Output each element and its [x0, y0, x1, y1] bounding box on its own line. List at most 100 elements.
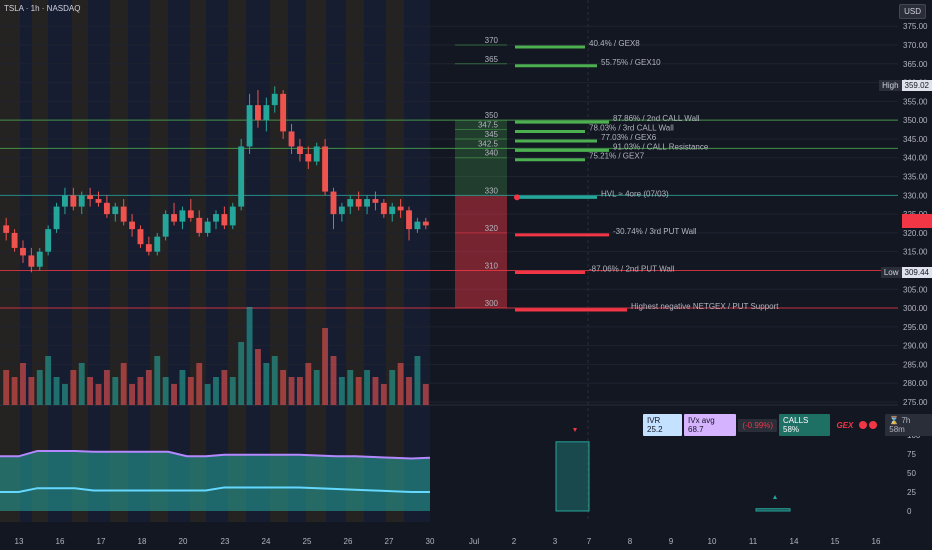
candle-body: [422, 221, 429, 226]
candle-body: [120, 206, 127, 222]
candle-body: [95, 199, 102, 203]
candle-body: [414, 221, 421, 230]
price-tick: 275.00: [903, 398, 928, 407]
oscillator-panel: [0, 428, 791, 512]
level-strike: 320: [485, 224, 499, 233]
session-band: [72, 0, 88, 522]
session-band: [288, 0, 306, 522]
price-tick: 300.00: [903, 304, 928, 313]
time-tick: 11: [749, 537, 758, 546]
level-text: 78.03% / 3rd CALL Wall: [589, 124, 674, 133]
volume-bar: [238, 342, 245, 405]
volume-bar: [364, 370, 370, 405]
candle-body: [129, 221, 136, 230]
volume-bar: [187, 377, 194, 405]
candle-body: [338, 206, 345, 215]
session-band: [326, 0, 346, 522]
volume-bar: [263, 363, 270, 405]
candle-body: [154, 236, 161, 252]
level-strike: 300: [485, 299, 499, 308]
candle-body: [62, 195, 68, 207]
volume-bar: [271, 356, 278, 405]
session-band: [110, 0, 128, 522]
price-tick: 345.00: [903, 135, 928, 144]
price-tick: 370.00: [903, 41, 928, 50]
candle-body: [296, 146, 303, 154]
volume-bar: [422, 384, 429, 405]
level-strike: 350: [485, 111, 499, 120]
currency-button[interactable]: USD: [899, 4, 926, 19]
candle-body: [238, 146, 245, 207]
level-text: HVL ≈ 4ore (07/03): [601, 189, 669, 198]
change-badge: (-0.99%): [738, 418, 778, 432]
time-axis[interactable]: 13 16 17 18 20 23 24 25 26 27 30 Jul 2 3 7 8 9 10 11 14 15 16: [15, 537, 881, 546]
low-price-badge: Low 309.44: [880, 266, 932, 278]
volume-bar: [129, 384, 136, 405]
session-band: [88, 0, 110, 522]
time-tick: 24: [262, 537, 271, 546]
price-tick: 375.00: [903, 22, 928, 31]
level-strike: 365: [485, 55, 499, 64]
low-value: 309.44: [901, 266, 932, 278]
candle-body: [221, 214, 228, 226]
volume-bar: [313, 370, 320, 405]
indicator-tick: 0: [907, 507, 912, 516]
candle-body: [271, 93, 278, 106]
candle-body: [171, 214, 177, 222]
level-strike: 340: [485, 149, 499, 158]
session-band: [270, 0, 288, 522]
session-band: [364, 0, 386, 522]
volume-bar: [179, 370, 186, 405]
price-tick: 285.00: [903, 360, 928, 369]
volume-bar: [162, 377, 169, 405]
level-strike: 347.5: [478, 121, 499, 130]
volume-bar: [380, 384, 387, 405]
candle-body: [196, 217, 203, 233]
session-band: [48, 0, 72, 522]
time-tick: 9: [669, 537, 674, 546]
candle-body: [11, 232, 18, 248]
volume-bar: [397, 363, 404, 405]
high-price-badge: High 359.02: [879, 80, 932, 92]
put-zone: [455, 195, 507, 309]
candle-body: [179, 210, 186, 222]
candle-body: [330, 191, 337, 215]
volume-bar: [414, 356, 421, 405]
volume-bar: [120, 363, 127, 405]
candle-body: [204, 221, 211, 233]
candle-body: [137, 229, 144, 245]
time-tick: 27: [385, 537, 394, 546]
level-text: -87.06% / 2nd PUT Wall: [589, 264, 675, 273]
session-band: [150, 0, 168, 522]
volume-bar: [145, 370, 152, 405]
forecast-box: [555, 441, 590, 512]
forecast-box-small: [755, 508, 791, 512]
candle-body: [322, 146, 329, 192]
volume-bar: [338, 377, 345, 405]
candle-body: [229, 206, 236, 226]
level-text: 91.03% / CALL Resistance: [613, 142, 709, 151]
candle-body: [372, 199, 379, 203]
oscillator-upper-line: [0, 449, 431, 460]
volume-bar: [11, 377, 18, 405]
candle-body: [313, 146, 320, 162]
price-tick: 330.00: [903, 191, 928, 200]
symbol-title[interactable]: TSLA · 1h · NASDAQ: [4, 4, 81, 13]
indicator-tick: 25: [907, 488, 916, 497]
candle-body: [45, 229, 52, 252]
info-bar: IVR 25.2 IVx avg 68.7 (-0.99%) CALLS 58%…: [643, 414, 932, 436]
gex-dot-2: [869, 421, 878, 429]
candle-body: [53, 206, 60, 230]
volume-bar: [347, 370, 354, 405]
calls-badge: CALLS 58%: [779, 414, 831, 436]
volume-bar: [154, 356, 161, 405]
volume-bar: [78, 363, 85, 405]
volume-bar: [246, 307, 253, 405]
volume-bar: [28, 377, 35, 405]
price-tick: 290.00: [903, 342, 928, 351]
time-tick: 30: [426, 537, 435, 546]
session-band: [386, 0, 404, 522]
volume-bar: [103, 370, 110, 405]
ivx-badge: IVx avg 68.7: [684, 414, 737, 436]
